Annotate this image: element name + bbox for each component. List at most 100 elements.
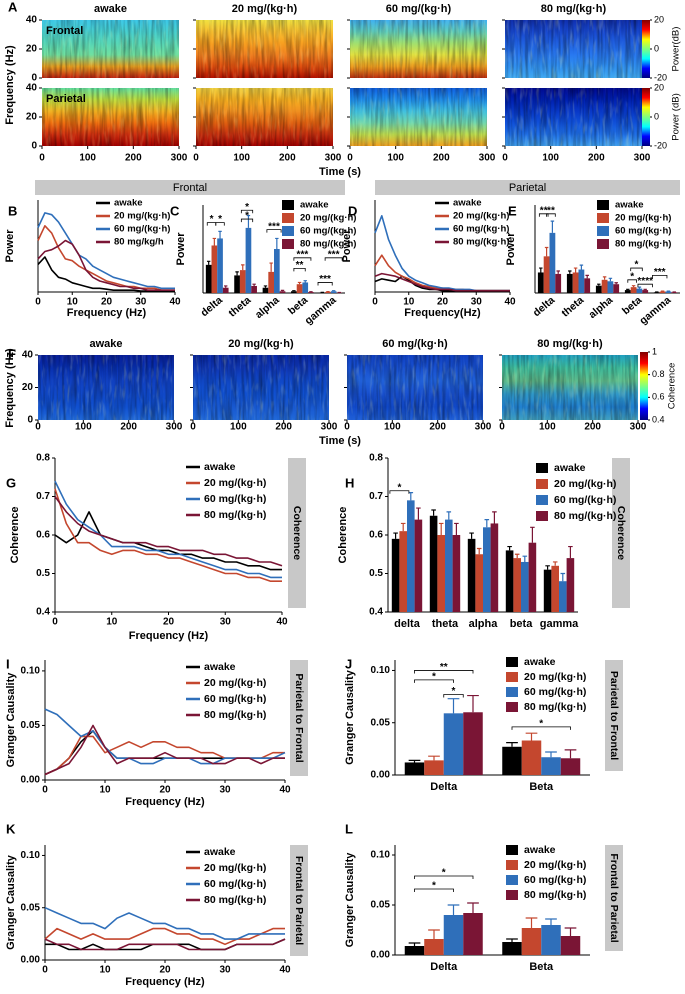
error-bar bbox=[506, 741, 518, 747]
error-bar bbox=[522, 555, 528, 562]
bar bbox=[521, 740, 542, 775]
error-bar bbox=[544, 246, 549, 257]
x-tick-label: 100 bbox=[539, 422, 556, 433]
heatmap-texture bbox=[42, 20, 179, 78]
significance-bracket bbox=[293, 267, 306, 272]
x-tick-label: gamma bbox=[303, 294, 339, 327]
bar bbox=[205, 264, 212, 293]
bar bbox=[262, 287, 269, 293]
bar bbox=[399, 531, 407, 612]
error-bar bbox=[303, 280, 307, 283]
legend-label: 20 mg/(kg·h) bbox=[114, 211, 170, 222]
bar bbox=[653, 292, 660, 293]
y-tick-label: 0.05 bbox=[21, 902, 41, 913]
legend-swatch bbox=[506, 672, 518, 682]
x-tick-label: 200 bbox=[279, 153, 296, 164]
error-bar bbox=[467, 902, 479, 913]
bar bbox=[308, 292, 314, 293]
y-axis-label: Frequency (Hz) bbox=[4, 45, 16, 125]
colorbar-tick-label: 1 bbox=[652, 346, 657, 356]
error-bar bbox=[530, 526, 535, 543]
error-bar bbox=[525, 732, 538, 741]
series-line bbox=[37, 239, 175, 291]
x-tick-label: 20 bbox=[159, 785, 171, 796]
y-tick-label: 0.4 bbox=[369, 607, 383, 618]
significance-bracket bbox=[414, 875, 474, 879]
legend-label: 80 mg/(kg·h) bbox=[204, 709, 266, 721]
x-axis-label: Frequency (Hz) bbox=[129, 630, 209, 642]
error-bar bbox=[416, 507, 421, 520]
error-bar bbox=[614, 282, 618, 285]
significance-bracket bbox=[324, 257, 343, 261]
y-tick-label: 0.05 bbox=[21, 720, 41, 731]
colorbar-tick-label: 0 bbox=[654, 111, 659, 121]
bar bbox=[463, 913, 483, 955]
bar bbox=[521, 928, 542, 955]
error-bar bbox=[431, 509, 436, 516]
significance-label: ** bbox=[440, 662, 448, 673]
error-bar bbox=[545, 565, 550, 570]
bar bbox=[437, 535, 445, 612]
x-tick-label: 10 bbox=[403, 297, 415, 308]
colorbar-tick-label: 0 bbox=[654, 43, 659, 53]
bar bbox=[613, 284, 620, 293]
x-tick-label: 200 bbox=[588, 153, 605, 164]
bar bbox=[251, 285, 257, 293]
series-line bbox=[54, 480, 282, 579]
bar bbox=[560, 936, 581, 955]
x-tick-label: 0 bbox=[35, 297, 41, 308]
bar bbox=[296, 284, 303, 293]
significance-bracket bbox=[414, 670, 474, 674]
y-tick-label: 0.00 bbox=[371, 950, 391, 961]
legend-label: awake bbox=[114, 198, 143, 209]
panel-title: 20 mg/(kg·h) bbox=[228, 338, 294, 350]
legend-label: 60 mg/(kg·h) bbox=[204, 878, 266, 890]
bar bbox=[572, 272, 579, 293]
panel-letter: A bbox=[8, 0, 18, 14]
series-line bbox=[374, 254, 510, 292]
significance-label: * bbox=[452, 686, 456, 697]
series-line bbox=[54, 488, 282, 582]
x-tick-label: gamma bbox=[540, 618, 579, 630]
y-tick-label: 0.10 bbox=[21, 666, 41, 677]
legend-label: 20 mg/(kg·h) bbox=[453, 211, 509, 222]
legend-swatch bbox=[506, 890, 518, 900]
error-bar bbox=[568, 545, 573, 559]
y-tick-label: 0.10 bbox=[371, 665, 391, 676]
bar bbox=[560, 758, 581, 775]
legend-label: 80 mg/(kg·h) bbox=[615, 239, 671, 250]
x-tick-label: 100 bbox=[75, 422, 92, 433]
panel-letter: F bbox=[8, 346, 16, 361]
significance-label: *** bbox=[297, 249, 309, 260]
side-label-box bbox=[605, 845, 623, 951]
x-tick-label: 100 bbox=[79, 153, 96, 164]
legend-label: 80 mg/(kg·h) bbox=[300, 239, 356, 250]
bar bbox=[537, 272, 544, 293]
error-bar bbox=[206, 260, 211, 265]
panel-letter: C bbox=[170, 203, 180, 218]
series-line bbox=[37, 256, 175, 292]
legend-swatch bbox=[506, 860, 518, 870]
region-label: Frontal bbox=[46, 25, 83, 37]
error-bar bbox=[454, 522, 459, 535]
x-tick-label: 200 bbox=[275, 422, 292, 433]
panel-letter: I bbox=[6, 656, 10, 671]
error-bar bbox=[241, 264, 245, 271]
x-axis-label: Frequency (Hz) bbox=[125, 976, 205, 988]
x-tick-label: alpha bbox=[469, 618, 499, 630]
legend-label: 60 mg/(kg·h) bbox=[524, 874, 586, 886]
significance-label: ** bbox=[540, 205, 548, 216]
significance-bracket bbox=[389, 490, 410, 494]
x-tick-label: 20 bbox=[437, 297, 449, 308]
bar bbox=[555, 273, 562, 293]
error-bar bbox=[560, 572, 566, 582]
bar bbox=[443, 915, 464, 955]
significance-bracket bbox=[240, 218, 254, 223]
x-tick-label: 10 bbox=[106, 617, 118, 628]
x-tick-label: 30 bbox=[471, 297, 483, 308]
y-axis-label: Power bbox=[505, 232, 517, 266]
error-bar bbox=[573, 267, 578, 273]
significance-label: * bbox=[245, 211, 249, 222]
error-bar bbox=[476, 547, 482, 555]
